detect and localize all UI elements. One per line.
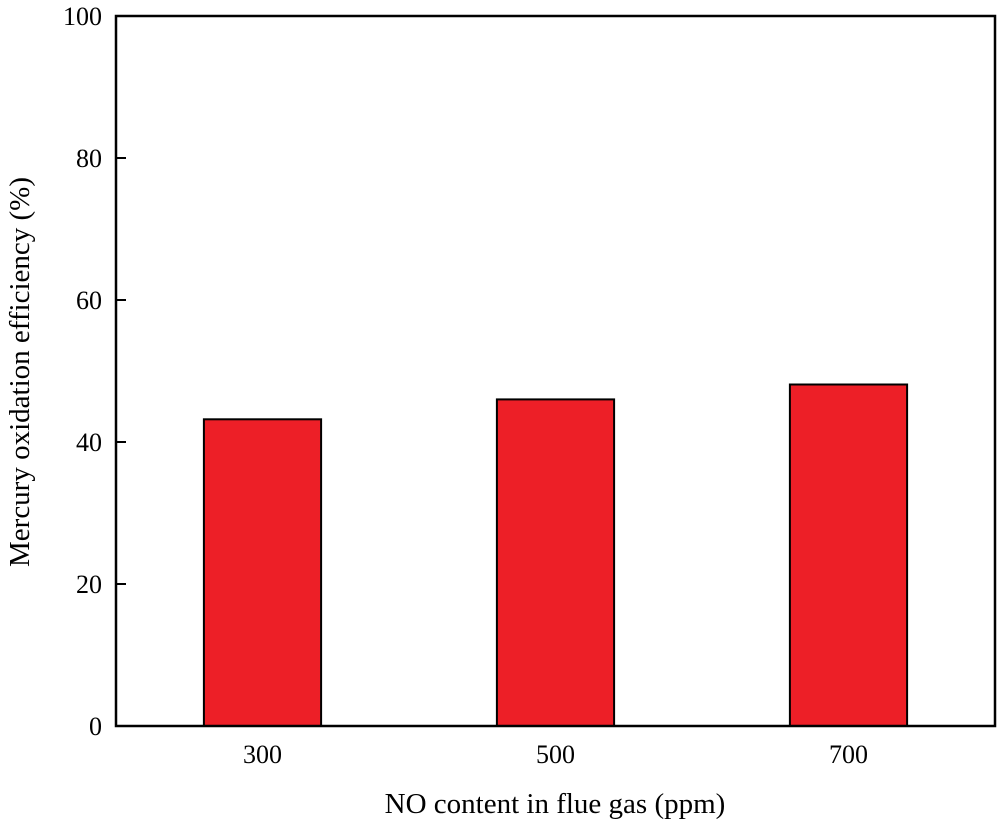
- x-axis: 300 500 700: [243, 740, 868, 769]
- x-tick-label-300: 300: [243, 740, 282, 769]
- y-tick-label-0: 0: [89, 712, 102, 741]
- x-tick-label-500: 500: [536, 740, 575, 769]
- y-tick-label-60: 60: [76, 286, 102, 315]
- y-axis: 0 20 40 60 80 100: [63, 2, 126, 741]
- y-tick-label-100: 100: [63, 2, 102, 31]
- plot-frame: [114, 14, 997, 728]
- bars-layer: [202, 383, 909, 727]
- y-axis-title: Mercury oxidation efficiency (%): [4, 177, 36, 567]
- y-tick-label-40: 40: [76, 428, 102, 457]
- x-tick-label-700: 700: [829, 740, 868, 769]
- bar-500: [495, 398, 616, 727]
- x-axis-title: NO content in flue gas (ppm): [385, 788, 726, 820]
- bar-700: [788, 383, 909, 727]
- y-tick-label-80: 80: [76, 144, 102, 173]
- bar-300: [202, 418, 323, 727]
- y-tick-label-20: 20: [76, 570, 102, 599]
